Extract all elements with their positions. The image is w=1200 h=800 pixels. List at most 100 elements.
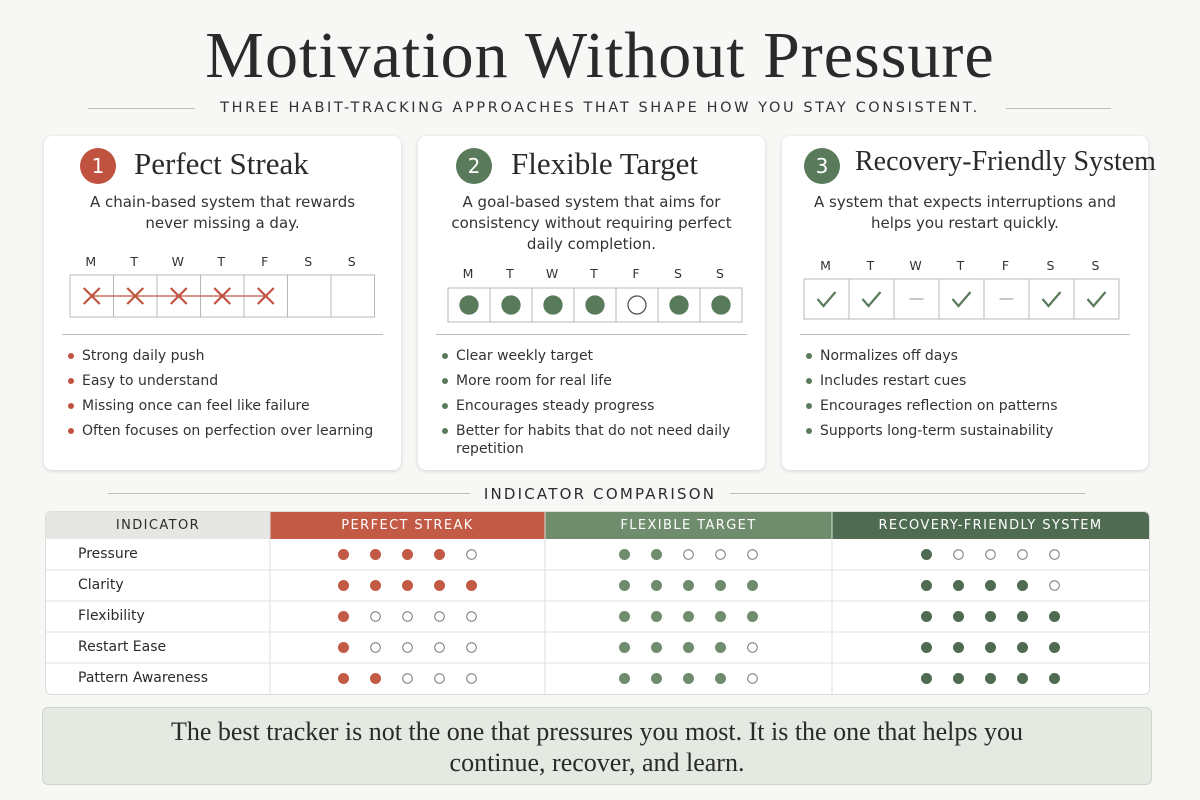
card: 2 Flexible Target A goal-based system that… <box>418 136 765 470</box>
rating-dot <box>1017 673 1028 684</box>
rating-dot <box>402 673 413 684</box>
system-header: RECOVERY-FRIENDLY SYSTEM <box>832 512 1149 539</box>
indicator: Pattern Awareness <box>78 670 208 686</box>
card-description: A goal-based system that aims for consis… <box>451 193 732 253</box>
point: Missing once can feel like failure <box>82 398 310 414</box>
day-label: S <box>716 266 724 281</box>
tracker-cell <box>1073 278 1120 320</box>
section-title: INDICATOR COMPARISON <box>469 485 731 503</box>
rating-dot <box>715 580 726 591</box>
card-description: A chain-based system that rewards never … <box>89 193 356 232</box>
rating-dot <box>338 580 349 591</box>
rating-dot <box>651 673 662 684</box>
rating-dot <box>1017 642 1028 653</box>
rating-dot <box>338 549 349 560</box>
rating-dot <box>1049 580 1060 591</box>
rating-dot <box>370 642 381 653</box>
rating-dot <box>338 673 349 684</box>
rating-dot <box>466 642 477 653</box>
rating-dot <box>651 611 662 622</box>
rating-dot <box>747 580 758 591</box>
rating-dot <box>747 549 758 560</box>
system-header: PERFECT STREAK <box>270 512 545 539</box>
rating-dot <box>651 580 662 591</box>
rating-dot <box>953 673 964 684</box>
rating-dot <box>985 673 996 684</box>
day-dot <box>627 295 647 315</box>
bullet <box>442 378 448 384</box>
rating-dot <box>985 642 996 653</box>
tracker-cell <box>938 278 985 320</box>
rating-dot <box>651 549 662 560</box>
rating-dot <box>921 611 932 622</box>
check-mark <box>951 291 972 308</box>
rating-dot <box>619 611 630 622</box>
bullet <box>442 353 448 359</box>
rating-dot <box>402 611 413 622</box>
rating-dot <box>466 673 477 684</box>
tracker <box>447 287 743 323</box>
rating-dot <box>370 549 381 560</box>
cross-mark <box>256 287 275 305</box>
indicator: Clarity <box>78 577 124 593</box>
rating-dot <box>1049 549 1060 560</box>
rating-dot <box>953 580 964 591</box>
cross-mark <box>126 287 145 305</box>
divider <box>88 108 195 109</box>
day-label: F <box>632 266 640 281</box>
tracker <box>69 274 375 318</box>
rating-dot <box>466 580 477 591</box>
day-label: T <box>130 254 139 269</box>
bullet <box>68 378 74 384</box>
card-divider <box>800 334 1130 335</box>
day-label: S <box>347 254 356 269</box>
rating-dot <box>434 642 445 653</box>
quote-box: The best tracker is not the one that pre… <box>42 707 1152 785</box>
card-title: Recovery-Friendly System <box>855 146 1156 177</box>
card-description: A system that expects interruptions and … <box>814 193 1116 232</box>
badge: 2 <box>456 148 492 184</box>
tracker-cell <box>573 287 617 323</box>
point: Includes restart cues <box>820 373 967 389</box>
rating-dot <box>338 611 349 622</box>
rating-dot <box>370 611 381 622</box>
card: 1 Perfect Streak A chain-based system that… <box>44 136 401 470</box>
day-dot <box>585 295 605 315</box>
rating-dot <box>370 580 381 591</box>
day-label: T <box>217 254 226 269</box>
subtitle: THREE HABIT-TRACKING APPROACHES THAT SHA… <box>220 100 980 116</box>
day-label: F <box>261 254 269 269</box>
point: Supports long-term sustainability <box>820 423 1054 439</box>
bullet <box>68 353 74 359</box>
bullet <box>442 428 448 434</box>
rating-dot <box>619 673 630 684</box>
day-label: S <box>304 254 313 269</box>
rating-dot <box>619 642 630 653</box>
day-label: S <box>1046 258 1055 273</box>
point: More room for real life <box>456 373 612 389</box>
day-dot <box>543 295 563 315</box>
day-label: F <box>1001 258 1010 273</box>
check-mark <box>1041 291 1062 308</box>
rating-dot <box>985 580 996 591</box>
day-label: M <box>85 254 97 269</box>
rating-dot <box>402 580 413 591</box>
rating-dot <box>651 642 662 653</box>
rating-dot <box>1017 611 1028 622</box>
point: Better for habits that do not need daily… <box>456 423 731 457</box>
rating-dot <box>1049 673 1060 684</box>
rating-dot <box>921 642 932 653</box>
tracker-cell <box>287 274 332 318</box>
bullet <box>806 353 812 359</box>
rating-dot <box>985 611 996 622</box>
tracker-cell <box>983 278 1030 320</box>
point: Often focuses on perfection over learnin… <box>82 423 374 439</box>
point: Easy to understand <box>82 373 219 389</box>
card-title: Perfect Streak <box>134 146 309 181</box>
card-title: Flexible Target <box>511 146 698 181</box>
card: 3 Recovery-Friendly System A system that e… <box>782 136 1156 470</box>
day-label: W <box>545 266 559 281</box>
day-label: W <box>171 254 184 269</box>
point: Encourages reflection on patterns <box>820 398 1058 414</box>
